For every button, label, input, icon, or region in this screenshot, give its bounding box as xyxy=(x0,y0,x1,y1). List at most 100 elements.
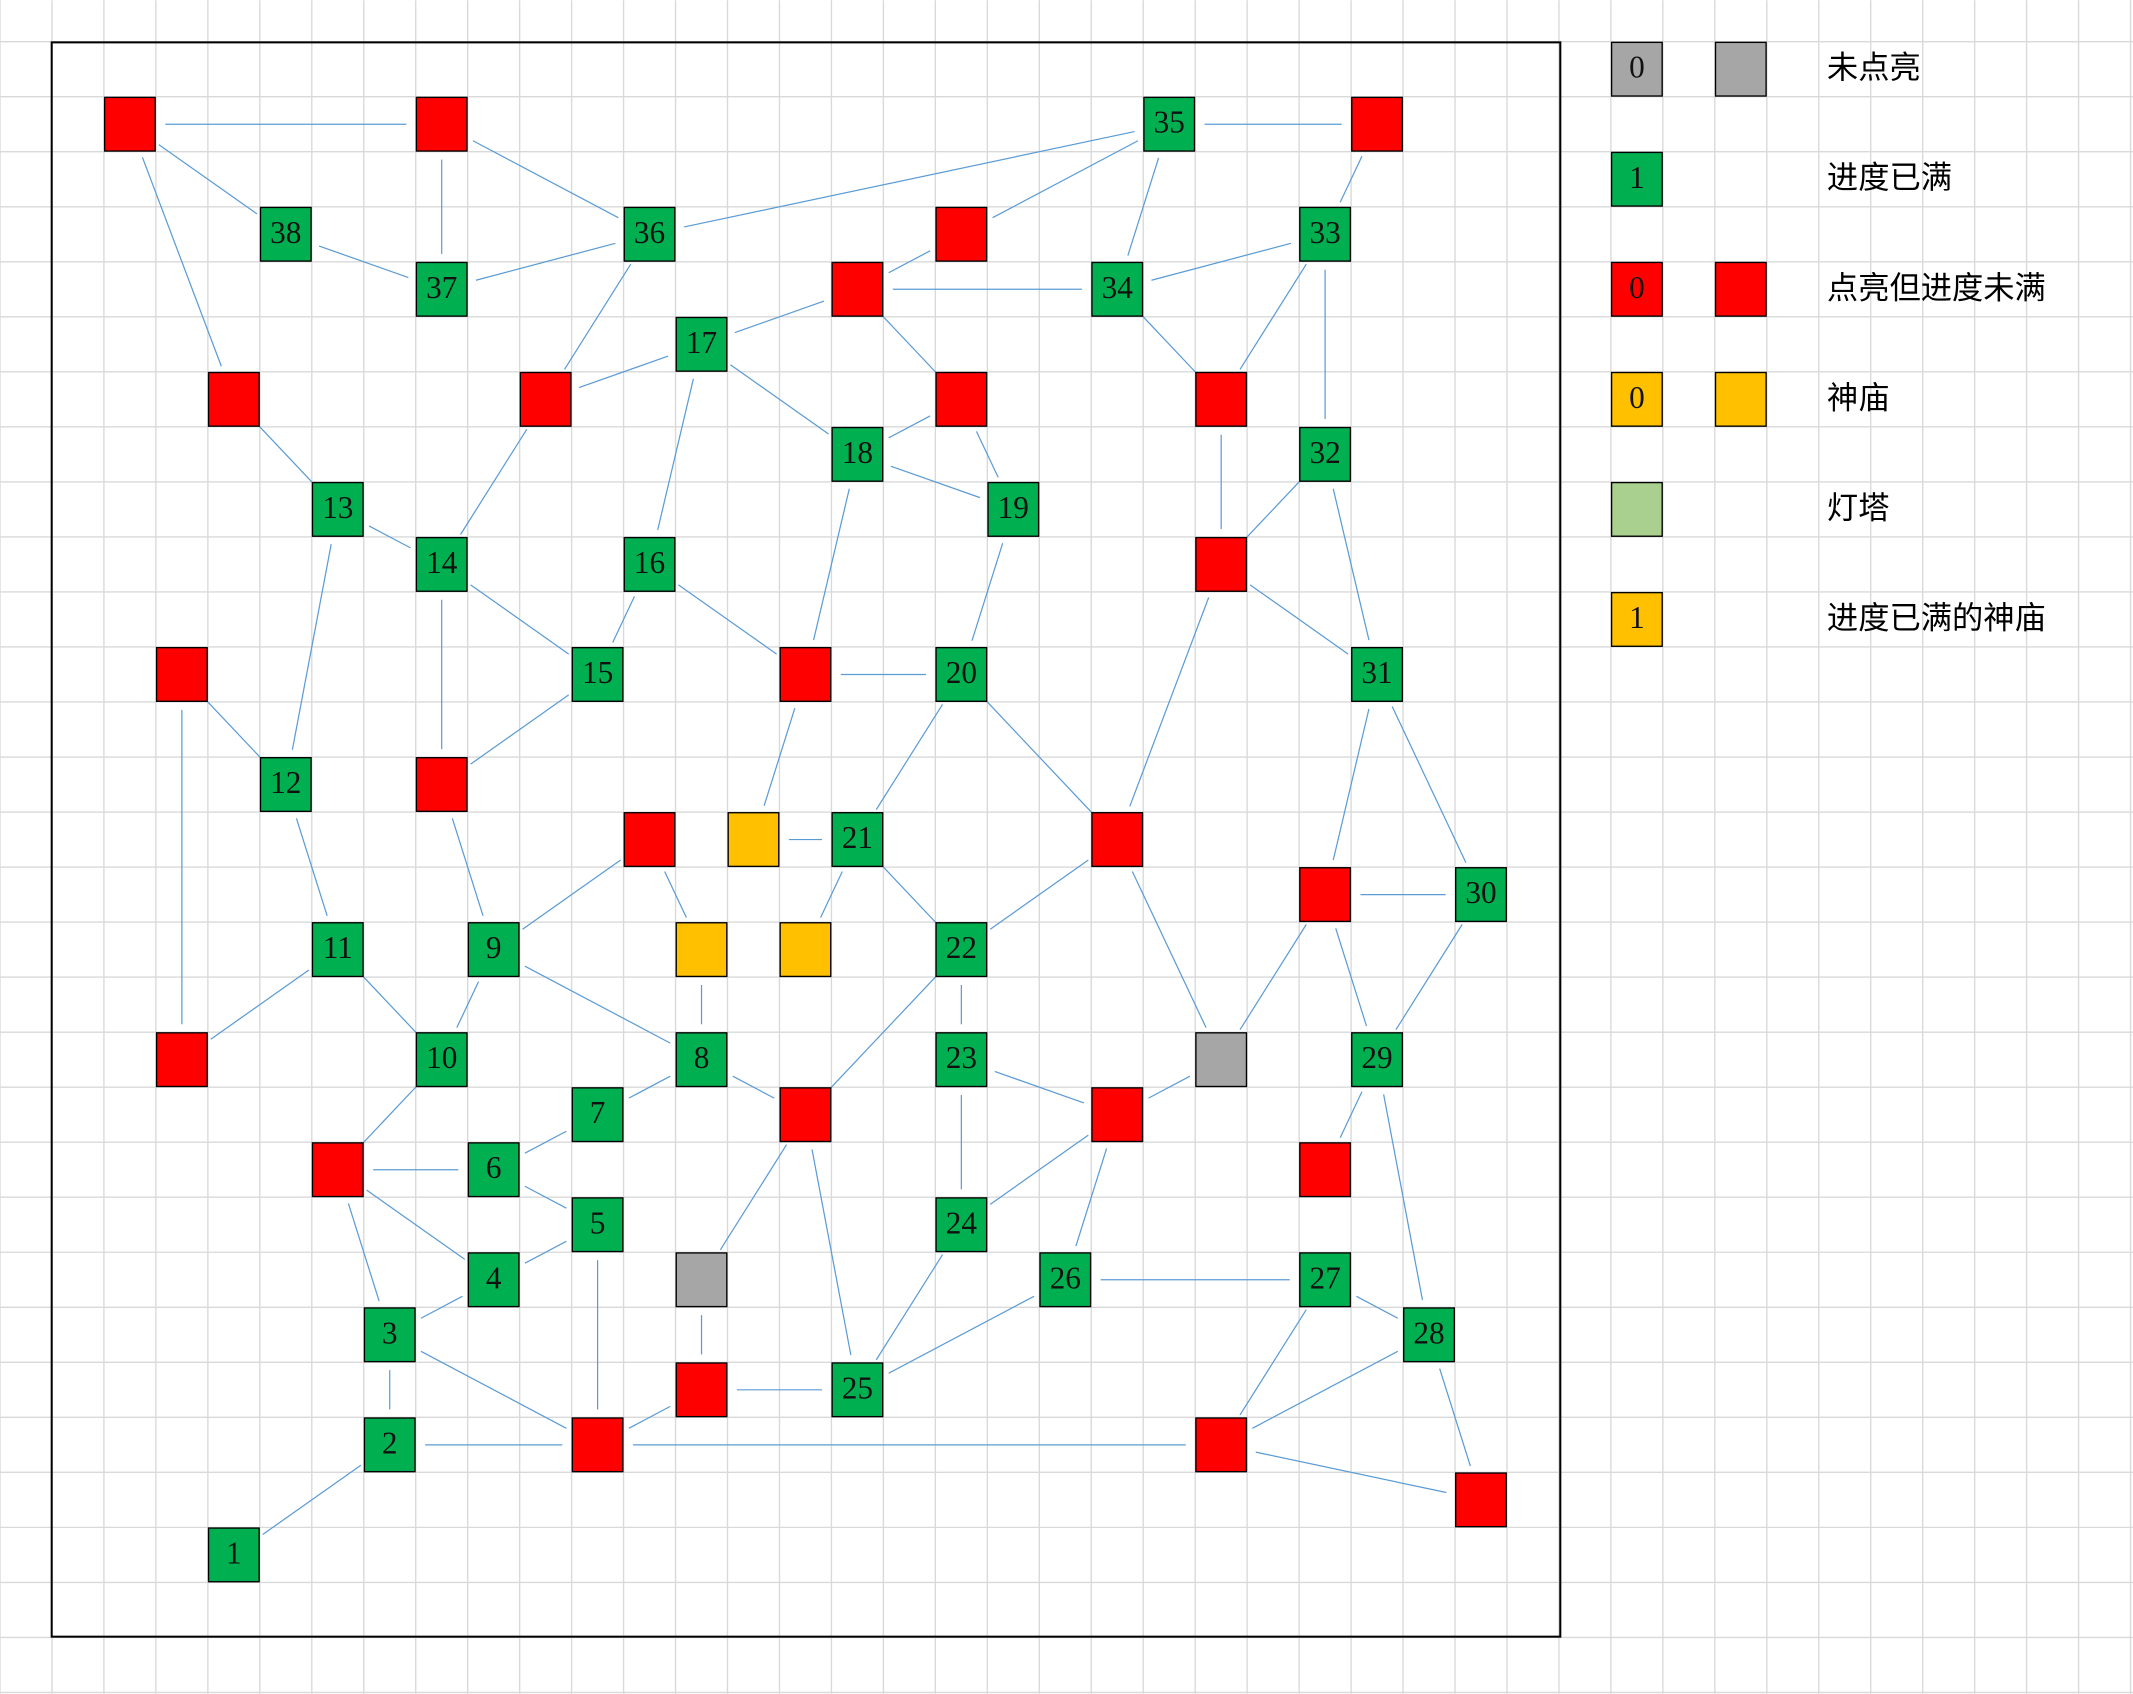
edge xyxy=(1339,155,1363,203)
node-label: 38 xyxy=(270,215,301,250)
edge xyxy=(262,1464,362,1535)
node-label: 2 xyxy=(382,1425,398,1460)
edge xyxy=(1356,1295,1399,1319)
node-box xyxy=(1455,867,1507,923)
edge xyxy=(205,699,262,760)
edge xyxy=(719,1144,788,1251)
edge xyxy=(578,355,669,389)
node-box xyxy=(571,1087,624,1143)
edge xyxy=(812,488,850,641)
edge xyxy=(763,708,796,806)
edge xyxy=(994,1070,1085,1104)
node-box xyxy=(1455,1472,1507,1528)
node-box xyxy=(1091,812,1144,868)
edge xyxy=(1131,871,1207,1028)
legend-sample: 0 xyxy=(1629,50,1645,85)
node-box xyxy=(1091,1087,1144,1143)
node-box xyxy=(415,1032,468,1088)
edge xyxy=(971,542,1004,641)
edge xyxy=(524,1130,567,1154)
node-box xyxy=(571,646,624,702)
legend-sample: 1 xyxy=(1629,160,1645,195)
node-box xyxy=(935,206,988,262)
edge xyxy=(1332,488,1370,641)
edge xyxy=(318,245,409,279)
node-box xyxy=(311,481,364,537)
node-box xyxy=(623,206,676,262)
nodes: 1234567891011121314151617181920212223242… xyxy=(103,96,1507,1583)
node-label: 12 xyxy=(270,765,301,800)
node-label: 23 xyxy=(946,1040,977,1075)
node-box xyxy=(935,922,988,978)
edge xyxy=(657,378,694,531)
edge xyxy=(875,1254,944,1361)
edge xyxy=(888,1295,1035,1374)
edge xyxy=(985,699,1094,815)
node-box xyxy=(415,96,468,152)
edge xyxy=(257,424,314,485)
node-label: 10 xyxy=(426,1040,457,1075)
node-box xyxy=(259,757,312,813)
edge xyxy=(1391,706,1467,863)
node-box xyxy=(1351,96,1404,152)
edge xyxy=(1141,314,1198,375)
edge xyxy=(451,818,484,917)
node-box xyxy=(623,536,676,592)
edge xyxy=(1127,157,1160,256)
edge xyxy=(1332,708,1370,861)
legend-swatch xyxy=(1610,481,1663,537)
node-box xyxy=(1195,1417,1248,1473)
node-box xyxy=(467,1252,520,1308)
edge xyxy=(361,1084,418,1145)
node-box xyxy=(831,812,884,868)
node-box xyxy=(155,1032,208,1088)
node-box xyxy=(311,1142,364,1198)
node-box xyxy=(1299,1252,1352,1308)
edge xyxy=(1239,924,1307,1031)
edge xyxy=(734,300,825,334)
node-label: 20 xyxy=(946,655,977,690)
edge xyxy=(829,974,938,1090)
node-label: 1 xyxy=(226,1535,242,1570)
node-box xyxy=(259,206,312,262)
edge xyxy=(612,596,636,643)
edge xyxy=(888,250,931,274)
legend-sample: 1 xyxy=(1629,600,1645,635)
node-box xyxy=(935,1032,988,1088)
node-box xyxy=(1195,536,1248,592)
node-box xyxy=(1299,426,1352,482)
edge xyxy=(881,314,938,375)
node-box xyxy=(727,812,780,868)
node-box xyxy=(675,1252,728,1308)
edge xyxy=(811,1149,852,1356)
edge xyxy=(475,242,616,281)
edge xyxy=(470,694,570,765)
edge xyxy=(881,864,938,925)
edge xyxy=(1252,1350,1399,1429)
edge xyxy=(684,130,1135,228)
edge xyxy=(291,544,332,750)
node-box xyxy=(831,1362,884,1418)
legend-label: 点亮但进度未满 xyxy=(1827,270,2046,306)
node-box xyxy=(1299,1142,1352,1198)
node-label: 14 xyxy=(426,545,458,580)
node-box xyxy=(987,481,1040,537)
node-box xyxy=(363,1307,416,1363)
node-label: 11 xyxy=(323,930,353,965)
edge xyxy=(888,415,931,439)
node-box xyxy=(467,922,520,978)
edge xyxy=(890,465,981,499)
legend-swatch xyxy=(1714,371,1767,427)
node-label: 27 xyxy=(1309,1260,1340,1295)
node-box xyxy=(155,646,208,702)
node-label: 13 xyxy=(322,490,353,525)
edge xyxy=(524,1240,567,1264)
legend-sample: 0 xyxy=(1629,270,1645,305)
node-box xyxy=(1195,1032,1248,1088)
edge xyxy=(563,263,632,370)
edge xyxy=(628,1405,671,1429)
node-label: 19 xyxy=(998,490,1029,525)
node-box xyxy=(1143,96,1196,152)
node-label: 15 xyxy=(582,655,613,690)
